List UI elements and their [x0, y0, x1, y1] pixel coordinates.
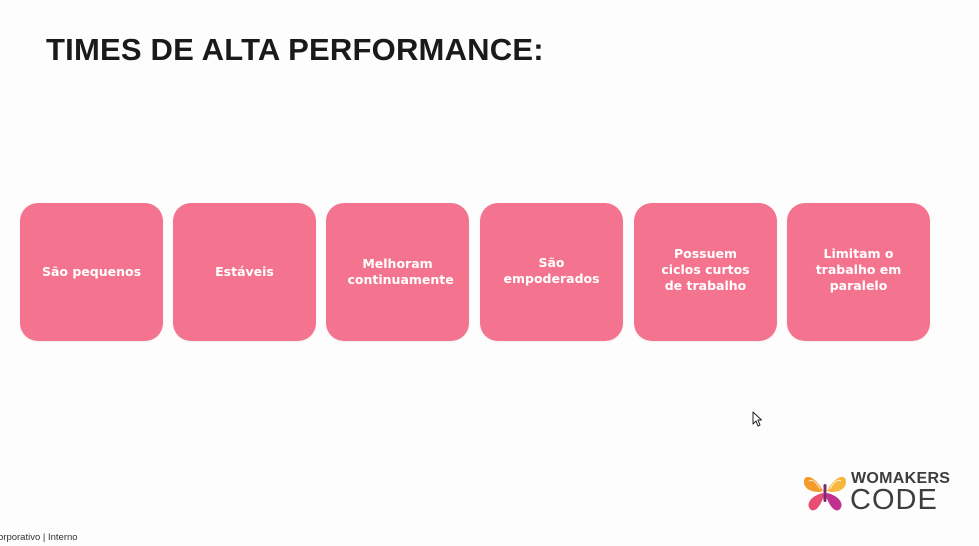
card-estaveis: Estáveis [173, 203, 316, 341]
slide-title: TIMES DE ALTA PERFORMANCE: [46, 32, 544, 67]
card-sao-pequenos: São pequenos [20, 203, 163, 341]
logo-text-womakers: WOMAKERS [851, 470, 951, 487]
card-label: São pequenos [41, 264, 142, 279]
card-limitam-trabalho-paralelo: Limitam o trabalho em paralelo [787, 203, 930, 341]
card-label: Melhoram continuamente [347, 256, 454, 287]
womakers-code-logo: WOMAKERS CODE [801, 466, 950, 518]
logo-text-code: CODE [850, 484, 938, 516]
card-melhoram-continuamente: Melhoram continuamente [326, 203, 469, 341]
card-label: Estáveis [215, 264, 274, 279]
card-label: Limitam o trabalho em paralelo [815, 246, 902, 293]
card-ciclos-curtos: Possuem ciclos curtos de trabalho [634, 203, 777, 341]
card-label: Possuem ciclos curtos de trabalho [661, 246, 750, 293]
card-label: São empoderados [503, 255, 600, 286]
footer-classification: orporativo | Interno [0, 532, 78, 543]
cards-row: São pequenos Estáveis Melhoram continuam… [20, 203, 932, 341]
butterfly-logo-icon [803, 476, 847, 511]
card-sao-empoderados: São empoderados [480, 203, 623, 341]
mouse-pointer-icon [752, 411, 762, 427]
